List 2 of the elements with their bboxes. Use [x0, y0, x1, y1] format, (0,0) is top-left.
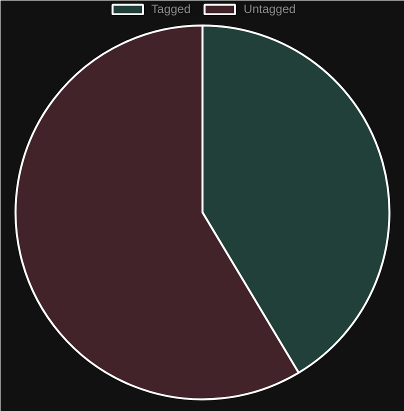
legend-label: Untagged	[244, 2, 296, 16]
legend-label: Tagged	[151, 2, 191, 16]
